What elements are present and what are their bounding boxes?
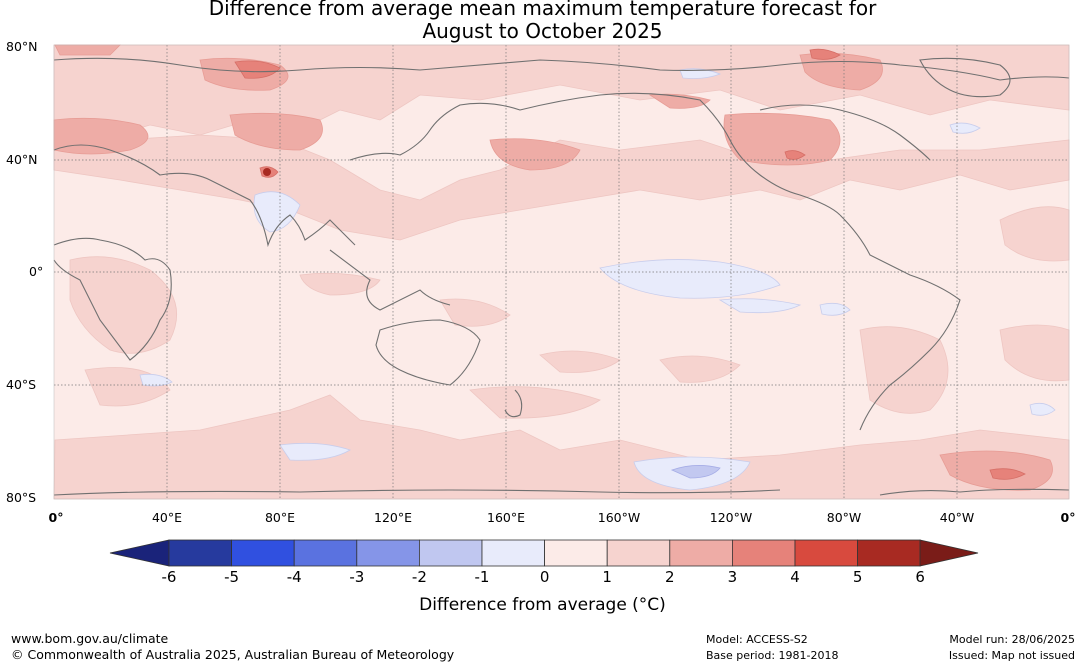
footer-model-run: Model run: 28/06/2025	[949, 633, 1075, 646]
colorbar-swatch-p5	[857, 539, 921, 567]
lon-label-80e: 80°E	[264, 510, 296, 525]
colorbar-tick: 5	[852, 568, 863, 586]
colorbar-high-extend	[919, 539, 979, 567]
colorbar-swatch-p2	[669, 539, 733, 567]
footer-run-info: Model run: 28/06/2025 Issued: Map not is…	[949, 632, 1075, 664]
lon-label-0-right: 0°	[1060, 510, 1076, 525]
footer-left: www.bom.gov.au/climate © Commonwealth of…	[11, 631, 454, 663]
lon-label-120e: 120°E	[373, 510, 413, 525]
colorbar-swatch-p3	[732, 539, 796, 567]
footer-website: www.bom.gov.au/climate	[11, 631, 169, 646]
title-line-2: August to October 2025	[422, 19, 663, 43]
lat-label-40s: 40°S	[6, 377, 37, 392]
colorbar-swatch-p4	[794, 539, 858, 567]
colorbar-tick: -5	[224, 568, 240, 586]
lat-label-eq: 0°	[29, 264, 44, 279]
cool-anomaly-1-2	[670, 465, 721, 479]
lat-label-40n: 40°N	[6, 152, 38, 167]
colorbar-tick: 1	[602, 568, 612, 586]
lon-label-80w: 80°W	[826, 510, 862, 525]
colorbar-swatch-m1	[481, 539, 545, 567]
lon-label-160w: 160°W	[597, 510, 641, 525]
map-title: Difference from average mean maximum tem…	[0, 0, 1085, 43]
warm-anomaly-2-3	[53, 44, 1053, 491]
footer-base-period: Base period: 1981-2018	[706, 649, 839, 662]
graticule	[54, 45, 1069, 499]
colorbar-swatch-m3	[356, 539, 420, 567]
colorbar-tick: -4	[286, 568, 302, 586]
colorbar-swatch-p1	[606, 539, 671, 567]
footer-model: Model: ACCESS-S2	[706, 633, 808, 646]
colorbar-tick: -1	[474, 568, 490, 586]
lat-label-80s: 80°S	[6, 490, 37, 505]
colorbar-swatch-m2	[418, 539, 483, 567]
colorbar	[109, 539, 979, 567]
colorbar-swatch-m4	[293, 539, 358, 567]
colorbar-swatch-p0	[544, 539, 608, 567]
colorbar-tick: 6	[915, 568, 925, 586]
lon-label-160e: 160°E	[486, 510, 526, 525]
lon-label-120w: 120°W	[709, 510, 753, 525]
lon-label-0-left: 0°	[48, 510, 64, 525]
colorbar-tick: 0	[539, 568, 550, 586]
title-line-1: Difference from average mean maximum tem…	[208, 0, 877, 20]
footer-copyright: © Commonwealth of Australia 2025, Austra…	[11, 647, 455, 662]
colorbar-tick: 3	[727, 568, 738, 586]
footer-model-info: Model: ACCESS-S2 Base period: 1981-2018	[706, 632, 838, 664]
colorbar-swatch-m5	[231, 539, 295, 567]
colorbar-label: Difference from average (°C)	[419, 595, 666, 615]
colorbar-tick: 4	[790, 568, 800, 586]
colorbar-tick: 2	[665, 568, 675, 586]
warm-anomaly-3-4	[234, 48, 1026, 480]
lon-label-40e: 40°E	[151, 510, 183, 525]
colorbar-tick: -3	[349, 568, 365, 586]
colorbar-low-extend	[109, 539, 170, 567]
coastlines	[53, 57, 1070, 496]
colorbar-tick: -6	[161, 568, 177, 586]
hotspot-marker	[263, 168, 271, 176]
footer-issued: Issued: Map not issued	[948, 649, 1075, 662]
map-frame	[53, 44, 1070, 500]
colorbar-swatch-m6	[168, 539, 232, 567]
colorbar-tick: -2	[411, 568, 427, 586]
lat-label-80n: 80°N	[6, 39, 38, 54]
lon-label-40w: 40°W	[939, 510, 975, 525]
